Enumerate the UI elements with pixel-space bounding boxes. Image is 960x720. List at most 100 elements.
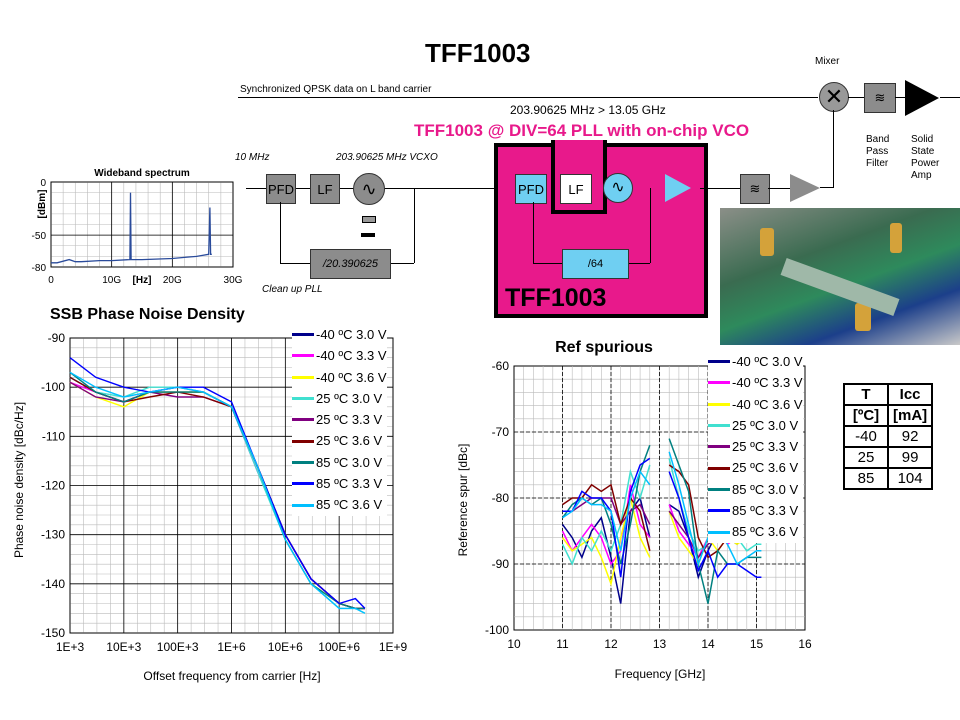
cell: -40	[843, 425, 889, 448]
y-tick-label: -50	[32, 231, 47, 242]
chip-buffer-amp-icon	[665, 174, 691, 202]
legend-entry: 25 ºC 3.6 V	[708, 457, 803, 478]
legend-entry: -40 ºC 3.6 V	[292, 367, 387, 388]
legend-swatch	[708, 509, 730, 513]
legend-swatch	[292, 482, 314, 486]
y-tick-label: -90	[492, 557, 510, 571]
legend-label: 85 ºC 3.0 V	[732, 481, 799, 497]
legend-swatch	[292, 418, 314, 422]
ref-spur-x-label: Frequency [GHz]	[615, 667, 706, 681]
y-tick-label: -130	[41, 528, 65, 542]
table-row: 85 104	[843, 467, 934, 490]
wire	[820, 187, 834, 188]
legend-entry: -40 ºC 3.3 V	[292, 345, 387, 366]
wideband-y-label: [dBm]	[37, 190, 48, 219]
x-tick-label: 11	[556, 637, 569, 651]
phase-noise-title: SSB Phase Noise Density	[50, 306, 245, 323]
y-tick-label: -150	[41, 626, 65, 640]
vcxo-oscillator-icon: ∿	[353, 173, 385, 205]
vcxo-label: 203.90625 MHz VCXO	[336, 152, 438, 163]
legend-entry: 85 ºC 3.3 V	[708, 500, 803, 521]
legend-entry: 85 ºC 3.0 V	[708, 479, 803, 500]
ground-icon	[361, 233, 375, 237]
wire	[768, 188, 790, 189]
legend-entry: 25 ºC 3.0 V	[708, 415, 803, 436]
freq-range-label: 203.90625 MHz > 13.05 GHz	[510, 103, 666, 117]
y-tick-label: -140	[41, 577, 65, 591]
chip-label: TFF1003	[505, 284, 607, 312]
legend-label: -40 ºC 3.6 V	[316, 369, 387, 385]
x-tick-label: 16	[798, 637, 812, 651]
wideband-x-label: [Hz]	[133, 275, 152, 286]
sspa-label: Solid State Power Amp	[911, 134, 940, 181]
wire	[895, 97, 905, 98]
series-line-7	[69, 357, 366, 609]
cell: 99	[886, 446, 934, 469]
wire	[700, 188, 740, 189]
x-tick-label: 30G	[224, 275, 243, 286]
y-tick-label: -70	[492, 425, 510, 439]
legend-label: 25 ºC 3.0 V	[316, 390, 383, 406]
icc-table: T Icc [ºC] [mA] -40 92 25 99 85 104	[843, 383, 934, 490]
chip-divider-block: /64	[562, 249, 629, 279]
cell: 25	[843, 446, 889, 469]
wire	[280, 263, 310, 264]
table-row: 25 99	[843, 446, 934, 469]
wire	[280, 202, 281, 263]
x-tick-label: 15	[750, 637, 764, 651]
phase-noise-legend: -40 ºC 3.0 V -40 ºC 3.3 V -40 ºC 3.6 V 25 º…	[292, 324, 387, 516]
cell: 92	[886, 425, 934, 448]
x-tick-label: 1E+6	[217, 640, 246, 654]
legend-label: 85 ºC 3.6 V	[316, 497, 383, 513]
signal-line	[238, 97, 818, 98]
legend-entry: -40 ºC 3.0 V	[292, 324, 387, 345]
legend-label: 25 ºC 3.6 V	[732, 460, 799, 476]
vco-oscillator-icon: ∿	[603, 173, 633, 203]
header-cell: Icc	[886, 383, 934, 406]
mixer-label: Mixer	[815, 56, 840, 67]
header-cell: T	[843, 383, 889, 406]
legend-swatch	[708, 487, 730, 491]
legend-swatch	[292, 397, 314, 401]
legend-swatch	[708, 424, 730, 428]
legend-swatch	[292, 460, 314, 464]
legend-label: -40 ºC 3.0 V	[316, 327, 387, 342]
y-tick-label: -110	[42, 429, 65, 443]
series-line-0	[51, 192, 212, 264]
y-tick-label: -90	[48, 331, 66, 345]
y-tick-label: 0	[40, 178, 46, 189]
x-tick-label: 10E+3	[106, 640, 141, 654]
qpsk-label: Synchronized QPSK data on L band carrier	[240, 84, 432, 95]
pfd-block: PFD	[266, 174, 296, 204]
legend-label: -40 ºC 3.3 V	[732, 375, 803, 391]
wideband-title: Wideband spectrum	[94, 168, 190, 179]
wire	[833, 110, 834, 187]
wire	[390, 263, 414, 264]
legend-label: -40 ºC 3.0 V	[732, 354, 803, 369]
legend-swatch	[708, 360, 730, 364]
legend-label: 25 ºC 3.3 V	[732, 439, 799, 455]
wire	[533, 202, 534, 263]
x-tick-label: 100E+3	[157, 640, 199, 654]
phase-noise-x-label: Offset frequency from carrier [Hz]	[143, 669, 320, 683]
power-amp-icon	[905, 80, 939, 116]
chip-out-filter-icon: ≋	[740, 174, 770, 204]
legend-entry: 25 ºC 3.3 V	[708, 436, 803, 457]
x-tick-label: 10	[507, 637, 521, 651]
legend-label: 85 ºC 3.0 V	[316, 454, 383, 470]
wire	[940, 97, 960, 98]
legend-label: 85 ºC 3.6 V	[732, 524, 799, 540]
x-tick-label: 12	[604, 637, 618, 651]
legend-label: -40 ºC 3.3 V	[316, 348, 387, 364]
legend-entry: -40 ºC 3.3 V	[708, 372, 803, 393]
mixer-icon: ✕	[819, 82, 849, 112]
legend-label: 25 ºC 3.6 V	[316, 433, 383, 449]
x-tick-label: 100E+6	[318, 640, 360, 654]
x-tick-label: 14	[701, 637, 715, 651]
ref-spur-title: Ref spurious	[555, 339, 653, 356]
y-tick-label: -80	[492, 491, 510, 505]
header-cell: [mA]	[886, 404, 934, 427]
lf-block: LF	[310, 174, 340, 204]
chip-lf-block: LF	[560, 174, 592, 204]
